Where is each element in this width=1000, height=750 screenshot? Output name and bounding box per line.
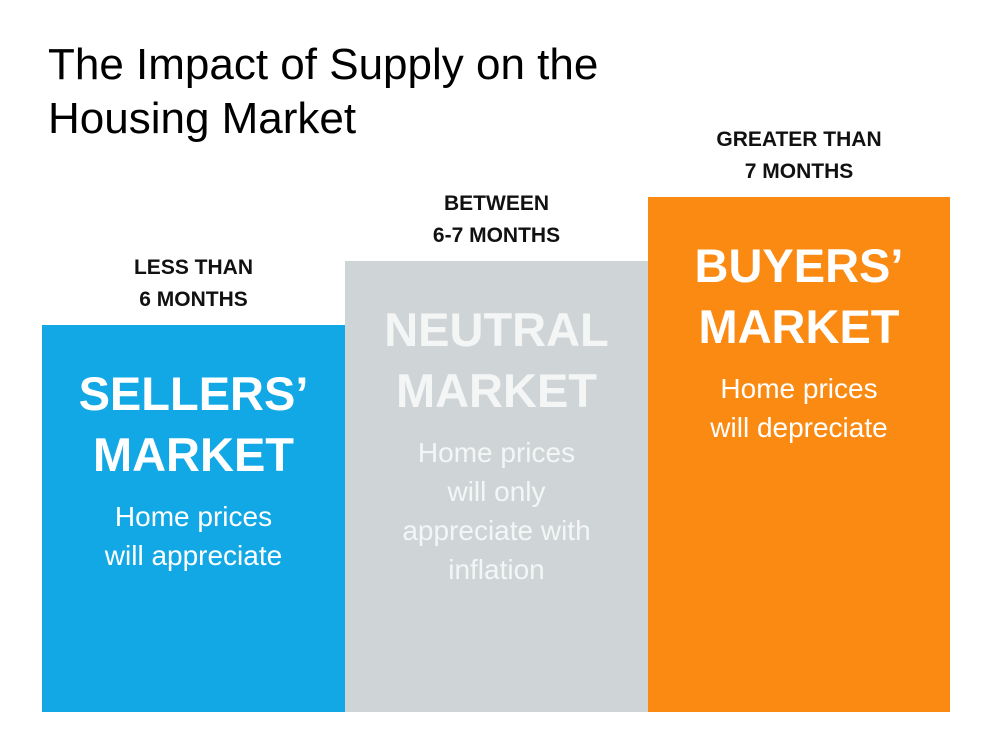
description-line: inflation: [448, 554, 545, 585]
description-line: Home prices: [417, 437, 576, 468]
market-name: SELLERS’ MARKET: [42, 363, 345, 485]
title-line: Housing Market: [48, 94, 357, 143]
supply-line: 7 MONTHS: [744, 160, 854, 183]
market-box: SELLERS’ MARKET Home prices will appreciate: [42, 325, 345, 712]
description-line: Home prices: [114, 501, 273, 532]
market-column: SELLERS’ MARKET Home prices will appreciate…: [42, 256, 345, 712]
supply-line: BETWEEN: [444, 192, 549, 215]
supply-label: GREATER THAN 7 MONTHS: [648, 124, 950, 188]
market-name: NEUTRAL MARKET: [345, 299, 648, 421]
market-column: BUYERS’ MARKET Home prices will depreciate G…: [648, 128, 950, 712]
market-line: BUYERS’: [694, 239, 904, 292]
description-line: will depreciate: [710, 412, 888, 443]
supply-line: 6-7 MONTHS: [432, 224, 561, 247]
supply-line: GREATER THAN: [716, 128, 882, 151]
description-line: will only: [447, 476, 546, 507]
title-line: The Impact of Supply on the: [48, 40, 599, 89]
description-line: appreciate with: [402, 515, 591, 546]
description-line: Home prices: [720, 373, 878, 404]
supply-label: BETWEEN 6-7 MONTHS: [345, 188, 648, 252]
market-description: Home prices will appreciate: [42, 497, 345, 575]
market-column: NEUTRAL MARKET Home prices will only appreci…: [345, 192, 648, 712]
market-box: BUYERS’ MARKET Home prices will depreciate: [648, 197, 950, 712]
market-description: Home prices will depreciate: [648, 369, 950, 447]
title: The Impact of Supply on the Housing Marke…: [48, 38, 598, 146]
market-line: SELLERS’: [78, 367, 309, 420]
market-description: Home prices will only appreciate with infla…: [345, 433, 648, 589]
market-line: NEUTRAL: [384, 303, 609, 356]
market-name: BUYERS’ MARKET: [648, 235, 950, 357]
market-box: NEUTRAL MARKET Home prices will only appreci…: [345, 261, 648, 712]
market-line: MARKET: [92, 428, 295, 481]
market-line: MARKET: [395, 364, 598, 417]
supply-line: 6 MONTHS: [139, 288, 248, 311]
supply-line: LESS THAN: [133, 256, 253, 279]
supply-label: LESS THAN 6 MONTHS: [42, 252, 345, 316]
market-line: MARKET: [698, 300, 900, 353]
description-line: will appreciate: [104, 540, 283, 571]
